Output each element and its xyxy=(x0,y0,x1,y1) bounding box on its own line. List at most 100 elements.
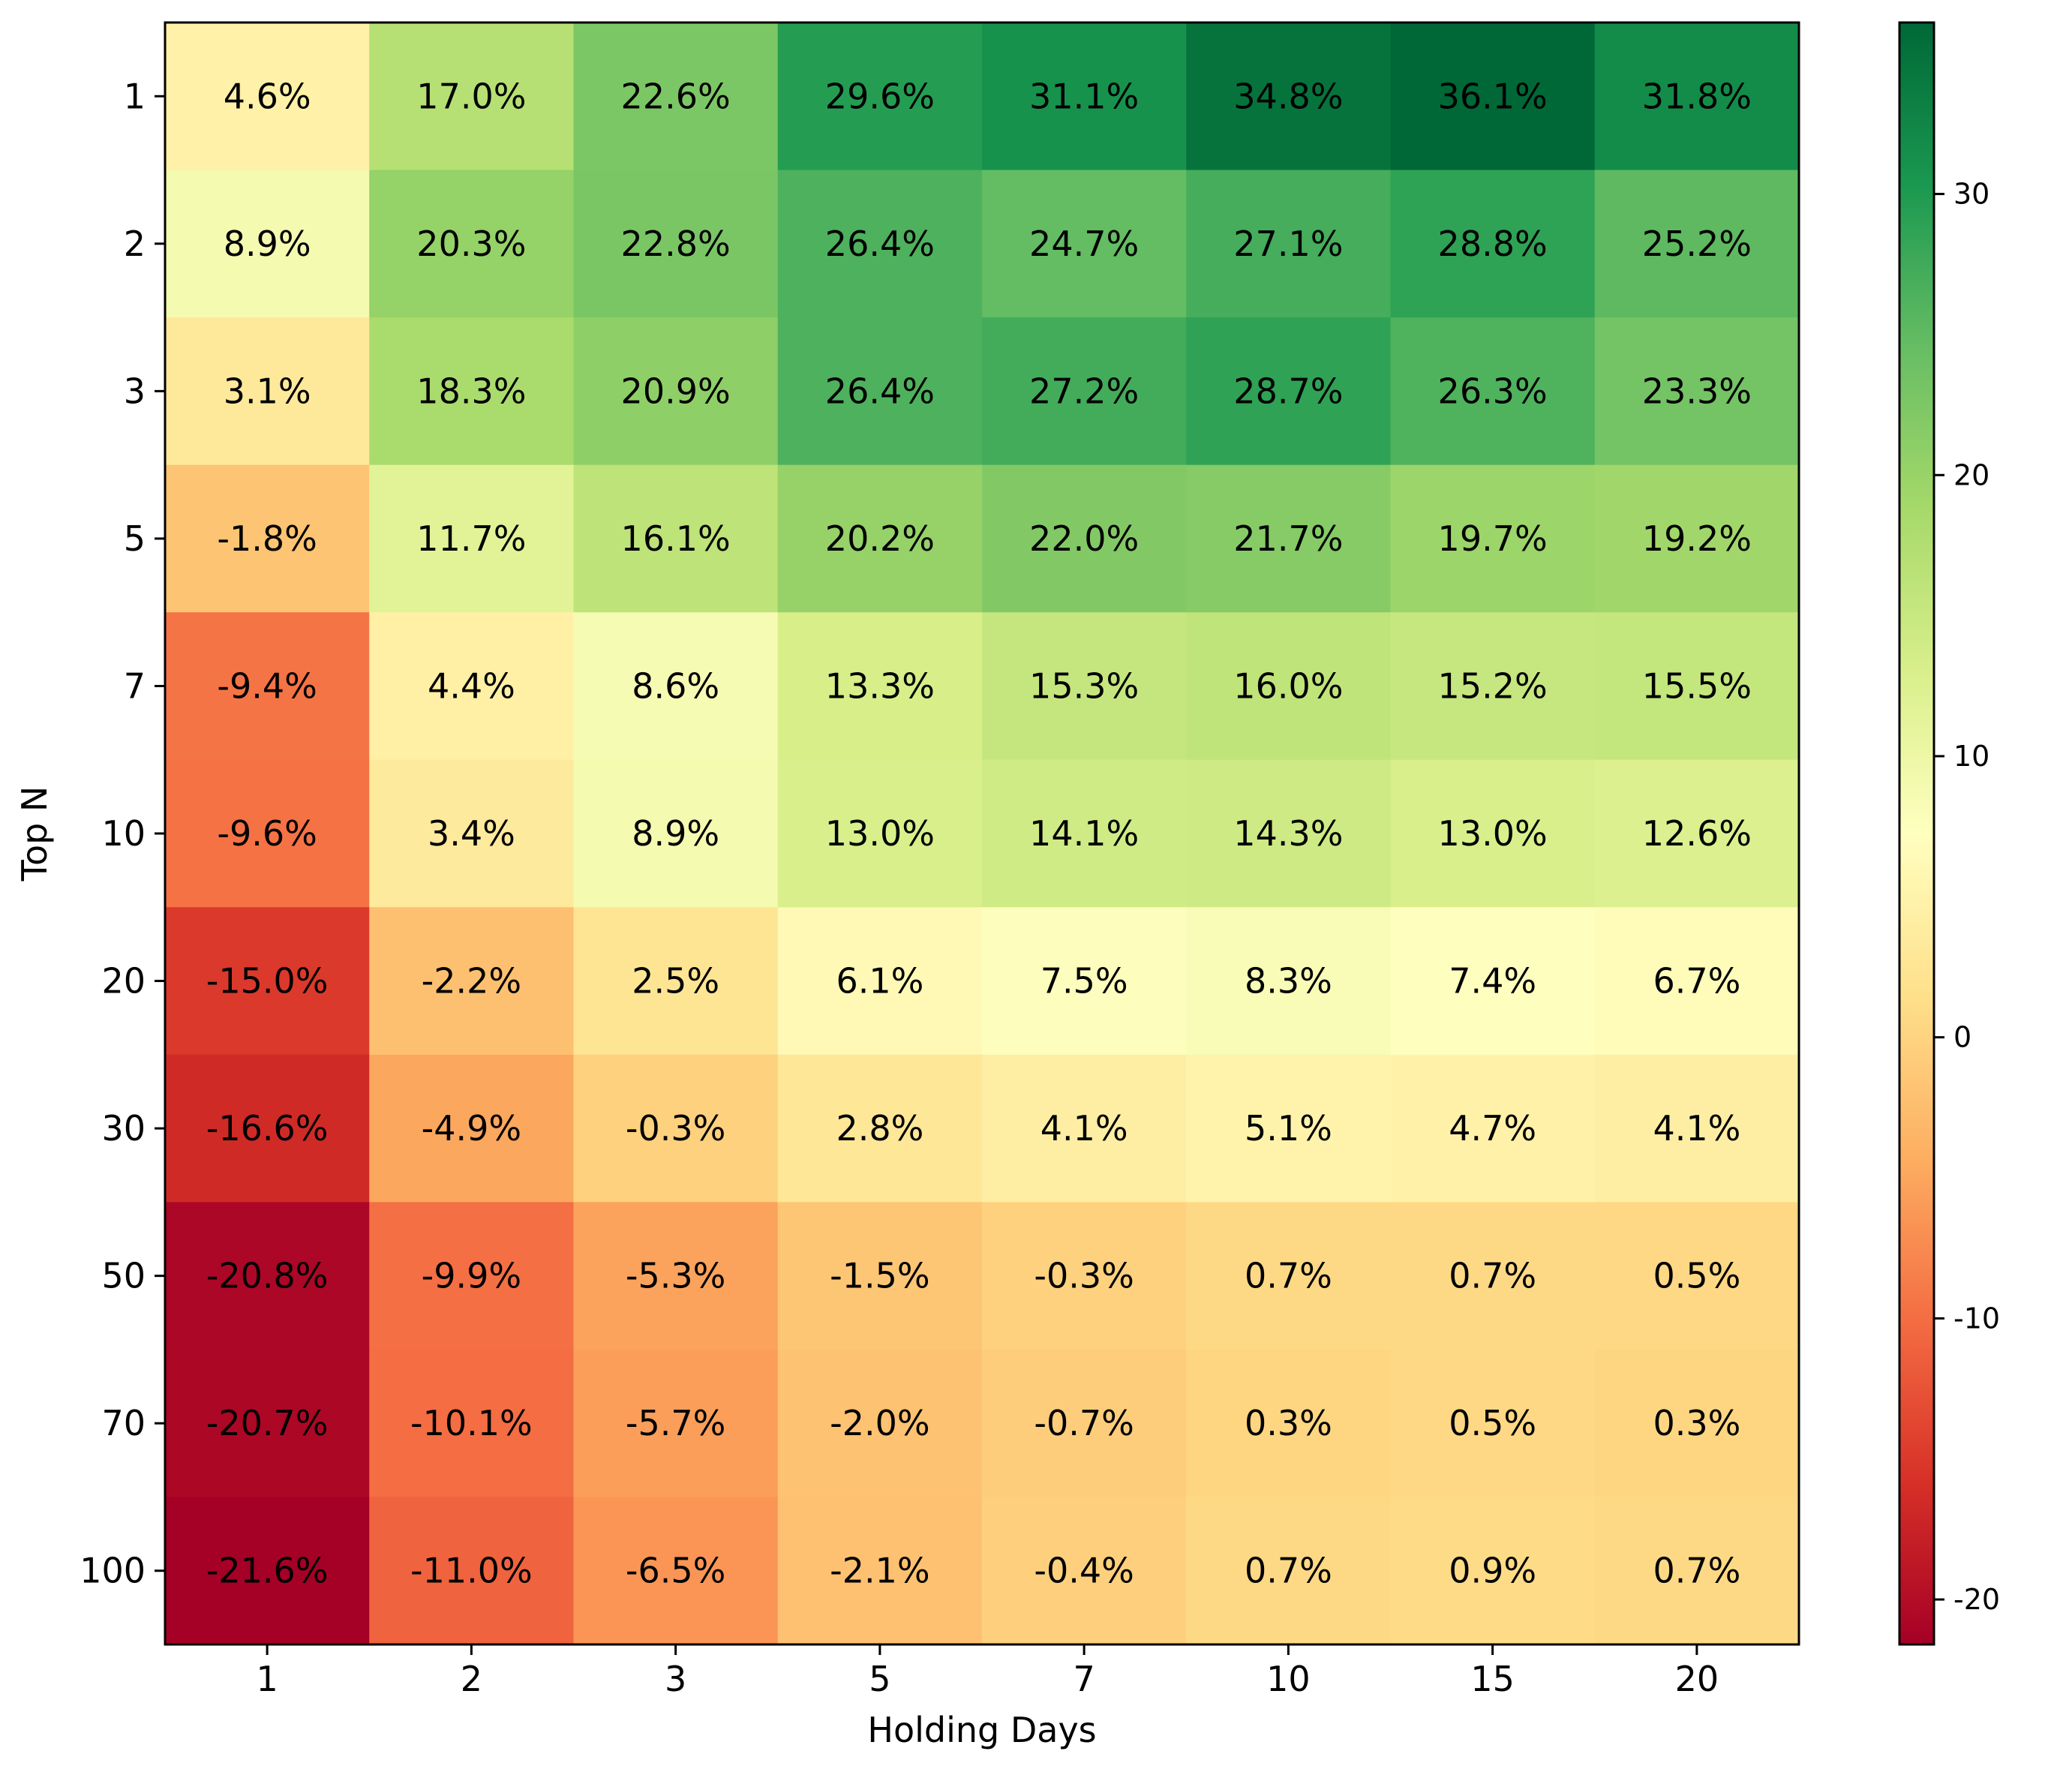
heatmap-cell xyxy=(1390,464,1596,613)
heatmap-cell xyxy=(777,1202,983,1350)
x-tick-label: 2 xyxy=(461,1659,482,1699)
heatmap-cell xyxy=(1186,464,1392,613)
heatmap-cell xyxy=(369,23,575,171)
heatmap-cell xyxy=(369,317,575,466)
y-tick-label: 100 xyxy=(80,1551,146,1591)
colorbar-tick-label: 20 xyxy=(1953,458,1989,491)
heatmap-cell xyxy=(777,759,983,908)
cell-value-label: -16.6% xyxy=(206,1108,329,1149)
cell-value-label: 26.4% xyxy=(825,371,935,411)
heatmap-cell xyxy=(982,907,1187,1056)
cell-value-label: 23.3% xyxy=(1642,371,1752,411)
heatmap-cell xyxy=(165,1349,370,1498)
heatmap-cell xyxy=(165,170,370,318)
cell-value-label: 26.3% xyxy=(1438,371,1548,411)
heatmap-cell xyxy=(573,612,779,761)
heatmap-cell xyxy=(369,612,575,761)
cell-value-label: 24.7% xyxy=(1029,224,1139,264)
heatmap-cell xyxy=(1186,23,1392,171)
cell-value-label: 20.3% xyxy=(416,224,526,264)
heatmap-cell xyxy=(1390,1497,1596,1645)
cell-value-label: -5.7% xyxy=(626,1403,725,1443)
y-tick-label: 30 xyxy=(101,1108,146,1149)
heatmap-cell xyxy=(1186,1497,1392,1645)
cell-value-label: -10.1% xyxy=(410,1403,533,1443)
cell-value-label: 19.2% xyxy=(1642,518,1752,559)
cell-value-label: 0.3% xyxy=(1245,1403,1332,1443)
cell-value-label: 22.6% xyxy=(621,76,731,116)
heatmap-cell xyxy=(573,1349,779,1498)
cell-value-label: -21.6% xyxy=(206,1551,329,1591)
x-tick-label: 7 xyxy=(1073,1659,1095,1699)
cell-value-label: 0.5% xyxy=(1449,1403,1536,1443)
heatmap-cell xyxy=(1390,907,1596,1056)
cell-value-label: 21.7% xyxy=(1233,518,1343,559)
cell-value-label: -20.8% xyxy=(206,1256,329,1296)
x-tick-label: 15 xyxy=(1470,1659,1515,1699)
cell-value-label: 14.3% xyxy=(1233,813,1343,854)
cell-value-label: 8.9% xyxy=(632,813,719,854)
heatmap-cell xyxy=(369,907,575,1056)
y-tick-label: 7 xyxy=(124,665,146,706)
cell-value-label: 0.9% xyxy=(1449,1551,1536,1591)
heatmap-cell xyxy=(982,170,1187,318)
heatmap-cell xyxy=(573,464,779,613)
heatmap-cell xyxy=(982,1497,1187,1645)
heatmap-cell xyxy=(982,759,1187,908)
heatmap-cell xyxy=(982,1054,1187,1203)
cell-value-label: 13.3% xyxy=(825,665,935,706)
heatmap-cell xyxy=(369,464,575,613)
x-tick-label: 20 xyxy=(1675,1659,1719,1699)
y-tick-label: 70 xyxy=(101,1403,146,1443)
colorbar-tick-label: -20 xyxy=(1953,1583,2000,1616)
x-axis-title: Holding Days xyxy=(867,1710,1096,1750)
colorbar-ticks: 30 20 10 0 -10 -20 xyxy=(1934,178,2000,1616)
cell-value-label: 0.7% xyxy=(1245,1551,1332,1591)
cell-value-label: -9.6% xyxy=(217,813,317,854)
heatmap-cell xyxy=(1390,317,1596,466)
colorbar-tick-label: 30 xyxy=(1953,178,1989,211)
cell-value-label: 3.1% xyxy=(224,371,311,411)
cell-value-label: 8.9% xyxy=(224,224,311,264)
heatmap-cell xyxy=(573,170,779,318)
colorbar-tick-label: 0 xyxy=(1953,1021,1971,1054)
cell-value-label: 4.1% xyxy=(1653,1108,1740,1149)
cell-value-label: 4.1% xyxy=(1041,1108,1128,1149)
cell-value-label: 15.5% xyxy=(1642,665,1752,706)
heatmap-cell xyxy=(369,1202,575,1350)
cell-value-label: 7.4% xyxy=(1449,961,1536,1002)
heatmap-cell-labels: 4.6% 17.0% 22.6% 29.6% 31.1% 34.8% 36.1% 31.8% 8… xyxy=(206,76,1752,1590)
heatmap-cell xyxy=(1594,464,1800,613)
colorbar xyxy=(1898,21,1935,1646)
heatmap-cell xyxy=(369,1054,575,1203)
cell-value-label: -5.3% xyxy=(626,1256,725,1296)
cell-value-label: 8.3% xyxy=(1245,961,1332,1002)
cell-value-label: 0.7% xyxy=(1449,1256,1536,1296)
cell-value-label: 36.1% xyxy=(1438,76,1548,116)
cell-value-label: -0.3% xyxy=(1034,1256,1134,1296)
heatmap-cell xyxy=(165,1202,370,1350)
heatmap-cell xyxy=(1594,907,1800,1056)
cell-value-label: -1.5% xyxy=(830,1256,929,1296)
cell-value-label: -0.4% xyxy=(1034,1551,1134,1591)
x-tick-label: 3 xyxy=(665,1659,686,1699)
cell-value-label: 34.8% xyxy=(1233,76,1343,116)
cell-value-label: -1.8% xyxy=(217,518,317,559)
heatmap-cell xyxy=(777,23,983,171)
colorbar-tick-label: 10 xyxy=(1953,740,1989,773)
heatmap-cell xyxy=(165,1054,370,1203)
cell-value-label: 20.2% xyxy=(825,518,935,559)
heatmap-cell xyxy=(573,317,779,466)
cell-value-label: -0.7% xyxy=(1034,1403,1134,1443)
cell-value-label: -11.0% xyxy=(410,1551,533,1591)
cell-value-label: 28.7% xyxy=(1233,371,1343,411)
heatmap-cell xyxy=(1186,759,1392,908)
heatmap-cell xyxy=(573,759,779,908)
heatmap-cell xyxy=(982,1202,1187,1350)
y-tick-label: 2 xyxy=(124,224,146,264)
cell-value-label: 6.7% xyxy=(1653,961,1740,1002)
cell-value-label: -0.3% xyxy=(626,1108,725,1149)
heatmap-cell xyxy=(1594,1497,1800,1645)
x-axis-ticks: 1 2 3 5 7 10 15 20 xyxy=(256,1644,1719,1699)
